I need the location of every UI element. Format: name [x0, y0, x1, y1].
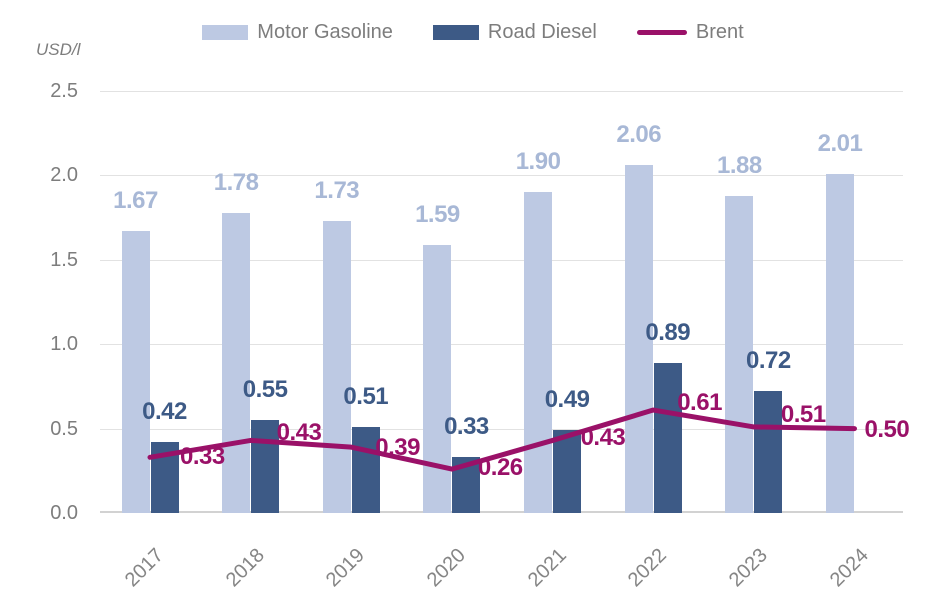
bar-road-diesel-2021 — [553, 430, 582, 513]
y-tick-2.5: 2.5 — [50, 80, 78, 102]
value-label-road-diesel-2022: 0.89 — [645, 318, 691, 346]
chart-legend: Motor Gasoline Road Diesel Brent — [0, 22, 946, 42]
x-label-2020: 2020 — [422, 544, 470, 592]
bar-road-diesel-2018 — [251, 420, 280, 513]
gridline-1.0 — [100, 344, 903, 345]
value-label-road-diesel-2018: 0.55 — [242, 376, 288, 404]
brent-value-label-2020: 0.26 — [477, 454, 523, 482]
bar-motor-gasoline-2022 — [624, 165, 653, 513]
value-label-motor-gasoline-2017: 1.67 — [113, 187, 158, 215]
y-axis-unit-label: USD/l — [36, 40, 81, 59]
bar-motor-gasoline-2023 — [725, 195, 754, 513]
value-label-motor-gasoline-2022: 2.06 — [616, 121, 662, 149]
legend-label-brent: Brent — [695, 21, 744, 43]
gridline-2.5 — [100, 91, 903, 92]
x-axis-line — [100, 511, 903, 513]
brent-value-label-2019: 0.39 — [375, 434, 420, 462]
value-label-motor-gasoline-2020: 1.59 — [415, 200, 460, 228]
x-label-2024: 2024 — [825, 544, 873, 592]
bar-road-diesel-2023 — [754, 391, 783, 513]
bar-motor-gasoline-2024 — [826, 173, 854, 513]
gridline-1.5 — [100, 260, 903, 261]
brent-line-svg — [147, 407, 858, 472]
bar-motor-gasoline-2021 — [524, 192, 553, 513]
x-label-2021: 2021 — [523, 544, 571, 592]
bar-motor-gasoline-2018 — [222, 212, 251, 513]
x-label-2019: 2019 — [322, 544, 370, 592]
y-tick-1.5: 1.5 — [50, 248, 78, 271]
legend-item-brent: Brent — [636, 21, 744, 43]
bar-road-diesel-2019 — [351, 426, 380, 513]
x-label-2017: 2017 — [120, 544, 168, 592]
value-label-road-diesel-2020: 0.33 — [444, 413, 489, 441]
road-diesel-swatch-icon — [432, 24, 479, 40]
bar-road-diesel-2022 — [653, 362, 682, 513]
value-label-road-diesel-2019: 0.51 — [343, 382, 389, 410]
value-label-road-diesel-2023: 0.72 — [745, 347, 791, 375]
motor-gasoline-swatch-icon — [202, 24, 249, 40]
value-label-road-diesel-2021: 0.49 — [544, 386, 590, 414]
brent-line-swatch-icon — [636, 29, 687, 35]
value-label-motor-gasoline-2024: 2.01 — [817, 129, 863, 157]
bar-motor-gasoline-2017 — [121, 231, 150, 513]
gridline-0.5 — [100, 429, 903, 430]
y-tick-0.5: 0.5 — [50, 417, 78, 440]
brent-value-label-2018: 0.43 — [276, 419, 322, 447]
plot-area: 1.67 1.78 1.73 1.59 1.90 2.06 1.88 2.01 0.42 0.55… — [100, 91, 910, 513]
brent-value-label-2024: 0.50 — [864, 415, 910, 443]
legend-item-road-diesel: Road Diesel — [432, 21, 597, 43]
brent-value-label-2021: 0.43 — [580, 424, 626, 452]
y-tick-1.0: 1.0 — [50, 333, 78, 356]
brent-value-label-2023: 0.51 — [780, 400, 826, 428]
value-label-road-diesel-2017: 0.42 — [142, 398, 187, 426]
legend-label-motor-gasoline: Motor Gasoline — [257, 21, 393, 43]
y-tick-0.0: 0.0 — [50, 502, 78, 524]
x-label-2022: 2022 — [624, 544, 672, 592]
y-tick-2.0: 2.0 — [50, 164, 78, 187]
x-label-2018: 2018 — [221, 544, 269, 592]
value-label-motor-gasoline-2018: 1.78 — [213, 168, 259, 196]
value-label-motor-gasoline-2021: 1.90 — [515, 148, 561, 176]
x-label-2023: 2023 — [724, 544, 772, 592]
legend-item-motor-gasoline: Motor Gasoline — [202, 22, 393, 42]
value-label-motor-gasoline-2023: 1.88 — [716, 151, 762, 179]
bar-motor-gasoline-2019 — [322, 220, 351, 513]
brent-value-label-2017: 0.33 — [180, 443, 225, 471]
legend-label-road-diesel: Road Diesel — [487, 21, 597, 43]
value-label-motor-gasoline-2019: 1.73 — [314, 176, 360, 204]
brent-value-label-2022: 0.61 — [677, 389, 722, 417]
brent-line-path — [147, 407, 858, 472]
gridline-2.0 — [100, 175, 903, 176]
